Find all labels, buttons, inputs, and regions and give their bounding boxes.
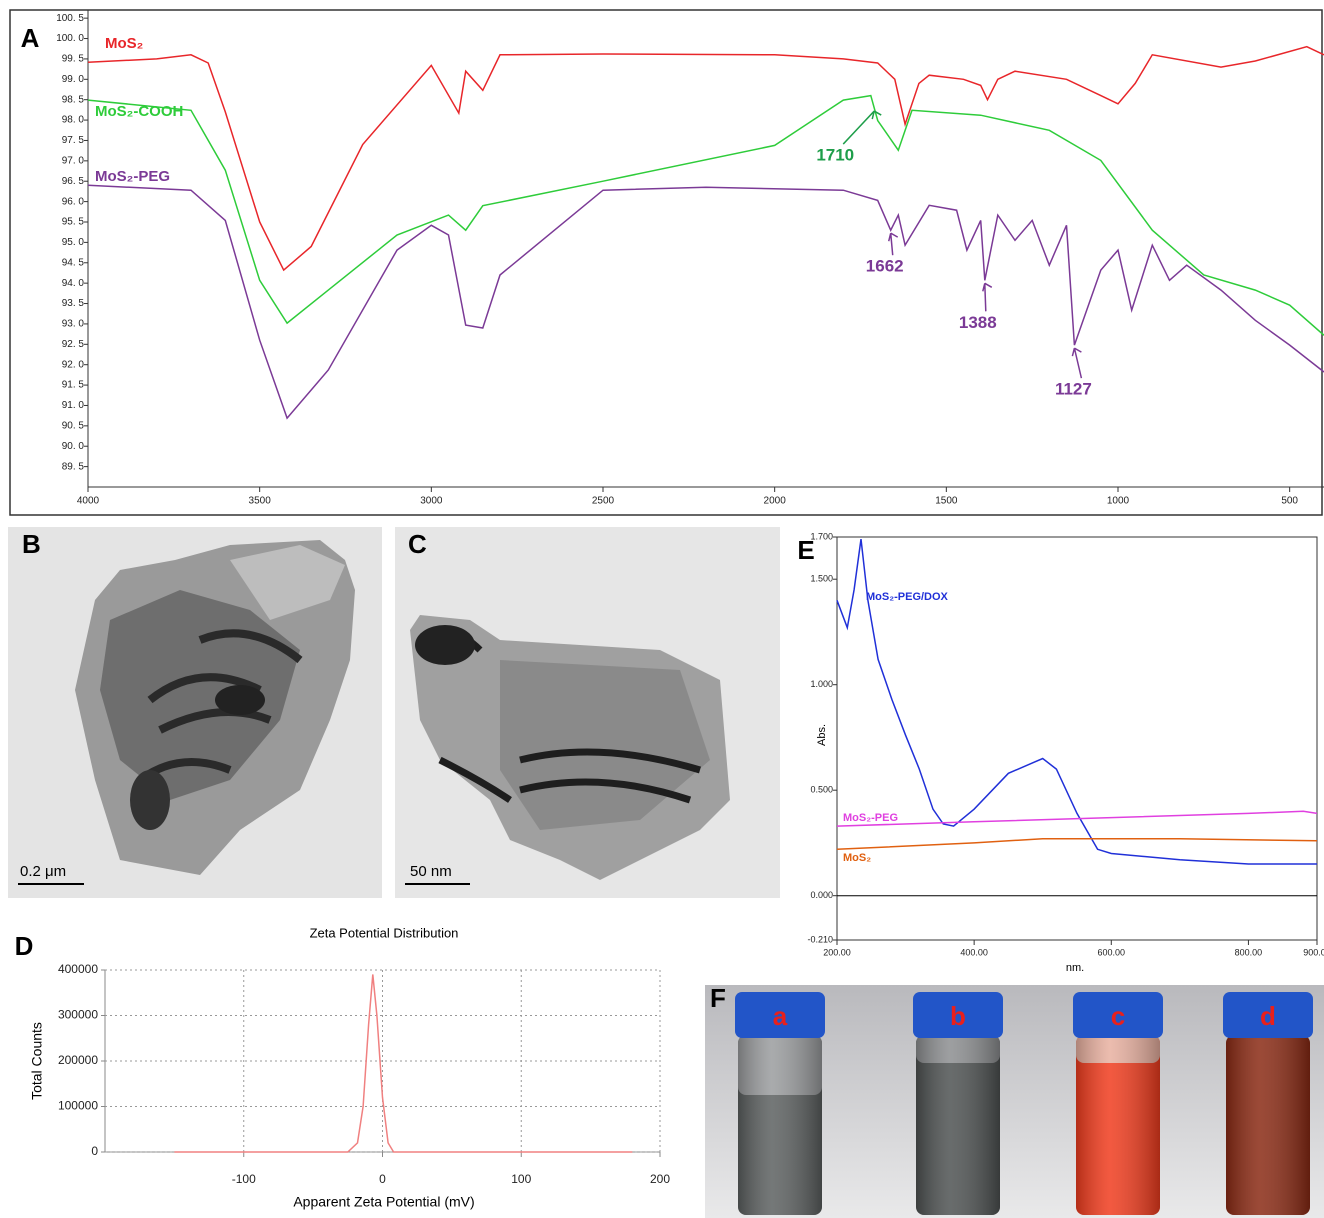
x-tick-label: 3500 [249, 496, 272, 507]
scale-bar-label: 50 nm [410, 863, 452, 880]
panel-a-frame [10, 10, 1322, 515]
tem-image-c: C 50 nm [395, 527, 780, 898]
y-tick-label: 93. 5 [62, 298, 85, 309]
chart-title: Zeta Potential Distribution [310, 925, 459, 940]
y-tick-label: 98. 5 [62, 94, 85, 105]
annotation: 1127 [1055, 380, 1092, 399]
y-tick-label: 92. 0 [62, 359, 85, 370]
y-tick-label: 99. 5 [62, 54, 85, 65]
x-axis-label: Apparent Zeta Potential (mV) [293, 1194, 474, 1210]
y-tick-label: 94. 0 [62, 278, 85, 289]
legend-entry: MoS₂-PEG [843, 812, 898, 824]
y-tick-label: 92. 5 [62, 339, 85, 350]
figure: B 0.2 μm C 50 nm a [0, 0, 1324, 1218]
x-tick-label: 4000 [77, 496, 100, 507]
y-tick-label: 99. 0 [62, 74, 85, 85]
legend-entry: MoS₂ [105, 35, 143, 52]
panel-label: F [710, 983, 726, 1013]
x-tick-label: 100 [511, 1172, 531, 1186]
x-tick-label: 200.00 [823, 947, 851, 957]
data-line [837, 839, 1317, 850]
x-tick-label: 2000 [764, 496, 787, 507]
y-tick-label: 100. 0 [56, 33, 84, 44]
x-tick-label: 500 [1281, 496, 1298, 507]
y-tick-label: 89. 5 [62, 461, 85, 472]
annotation-arrow [889, 233, 898, 255]
annotation: 1388 [959, 313, 997, 332]
y-tick-label: 97. 0 [62, 155, 85, 166]
x-tick-label: 400.00 [960, 947, 988, 957]
annotation-arrow [843, 111, 881, 144]
x-tick-label: 200 [650, 1172, 670, 1186]
y-tick-label: 0 [91, 1144, 98, 1158]
annotation-arrow [983, 283, 992, 311]
scale-bar-label: 0.2 μm [20, 863, 66, 880]
vial-label: c [1111, 1001, 1125, 1031]
data-line [88, 47, 1324, 270]
legend-entry: MoS₂-PEG [95, 168, 170, 185]
y-tick-label: 91. 0 [62, 400, 85, 411]
y-tick-label: 90. 0 [62, 441, 85, 452]
y-tick-label: 100000 [58, 1099, 98, 1113]
x-tick-label: 900.00 [1303, 947, 1324, 957]
panel-label: B [22, 529, 41, 559]
panel-label: C [408, 529, 427, 559]
data-line [88, 96, 1324, 336]
annotation: 1710 [816, 146, 854, 165]
y-tick-label: 96. 5 [62, 176, 85, 187]
y-tick-label: 0.500 [810, 785, 833, 795]
y-axis-label: Total Counts [29, 1022, 45, 1100]
y-tick-label: 91. 5 [62, 380, 85, 391]
tem-image-b: B 0.2 μm [8, 527, 382, 898]
x-tick-label: 3000 [420, 496, 443, 507]
data-line [837, 539, 1317, 864]
y-tick-label: 400000 [58, 962, 98, 976]
x-tick-label: 1000 [1107, 496, 1130, 507]
y-tick-label: 200000 [58, 1053, 98, 1067]
y-tick-label: 1.500 [810, 574, 833, 584]
y-tick-label: 0.000 [810, 890, 833, 900]
y-tick-label: 1.000 [810, 679, 833, 689]
y-tick-label: 97. 5 [62, 135, 85, 146]
y-tick-label: 95. 5 [62, 217, 85, 228]
y-tick-label: 96. 0 [62, 196, 85, 207]
legend-entry: MoS₂-PEG/DOX [866, 591, 949, 603]
x-tick-label: -100 [232, 1172, 256, 1186]
panel-label: A [21, 23, 40, 53]
vial-label: b [950, 1001, 966, 1031]
legend-entry: MoS₂-COOH [95, 103, 183, 120]
annotation-arrow [1072, 348, 1081, 378]
y-tick-label: 90. 5 [62, 420, 85, 431]
data-line [174, 975, 632, 1153]
y-axis-label: Abs. [816, 724, 828, 746]
y-tick-label: 94. 5 [62, 257, 85, 268]
x-tick-label: 2500 [592, 496, 615, 507]
x-axis-label: nm. [1066, 962, 1084, 974]
x-tick-label: 1500 [935, 496, 958, 507]
vial-label: a [773, 1001, 788, 1031]
y-tick-label: 98. 0 [62, 115, 85, 126]
panel-label: E [797, 535, 814, 565]
y-tick-label: 300000 [58, 1008, 98, 1022]
y-tick-label: -0.210 [807, 934, 833, 944]
x-tick-label: 800.00 [1235, 947, 1263, 957]
legend-entry: MoS₂ [843, 852, 871, 864]
vial-label: d [1260, 1001, 1276, 1031]
x-tick-label: 0 [379, 1172, 386, 1186]
y-tick-label: 100. 5 [56, 13, 84, 24]
vial-photo: a b c d F [705, 983, 1324, 1218]
x-tick-label: 600.00 [1098, 947, 1126, 957]
y-tick-label: 93. 0 [62, 319, 85, 330]
y-tick-label: 95. 0 [62, 237, 85, 248]
annotation: 1662 [866, 257, 904, 276]
panel-label: D [15, 931, 34, 961]
